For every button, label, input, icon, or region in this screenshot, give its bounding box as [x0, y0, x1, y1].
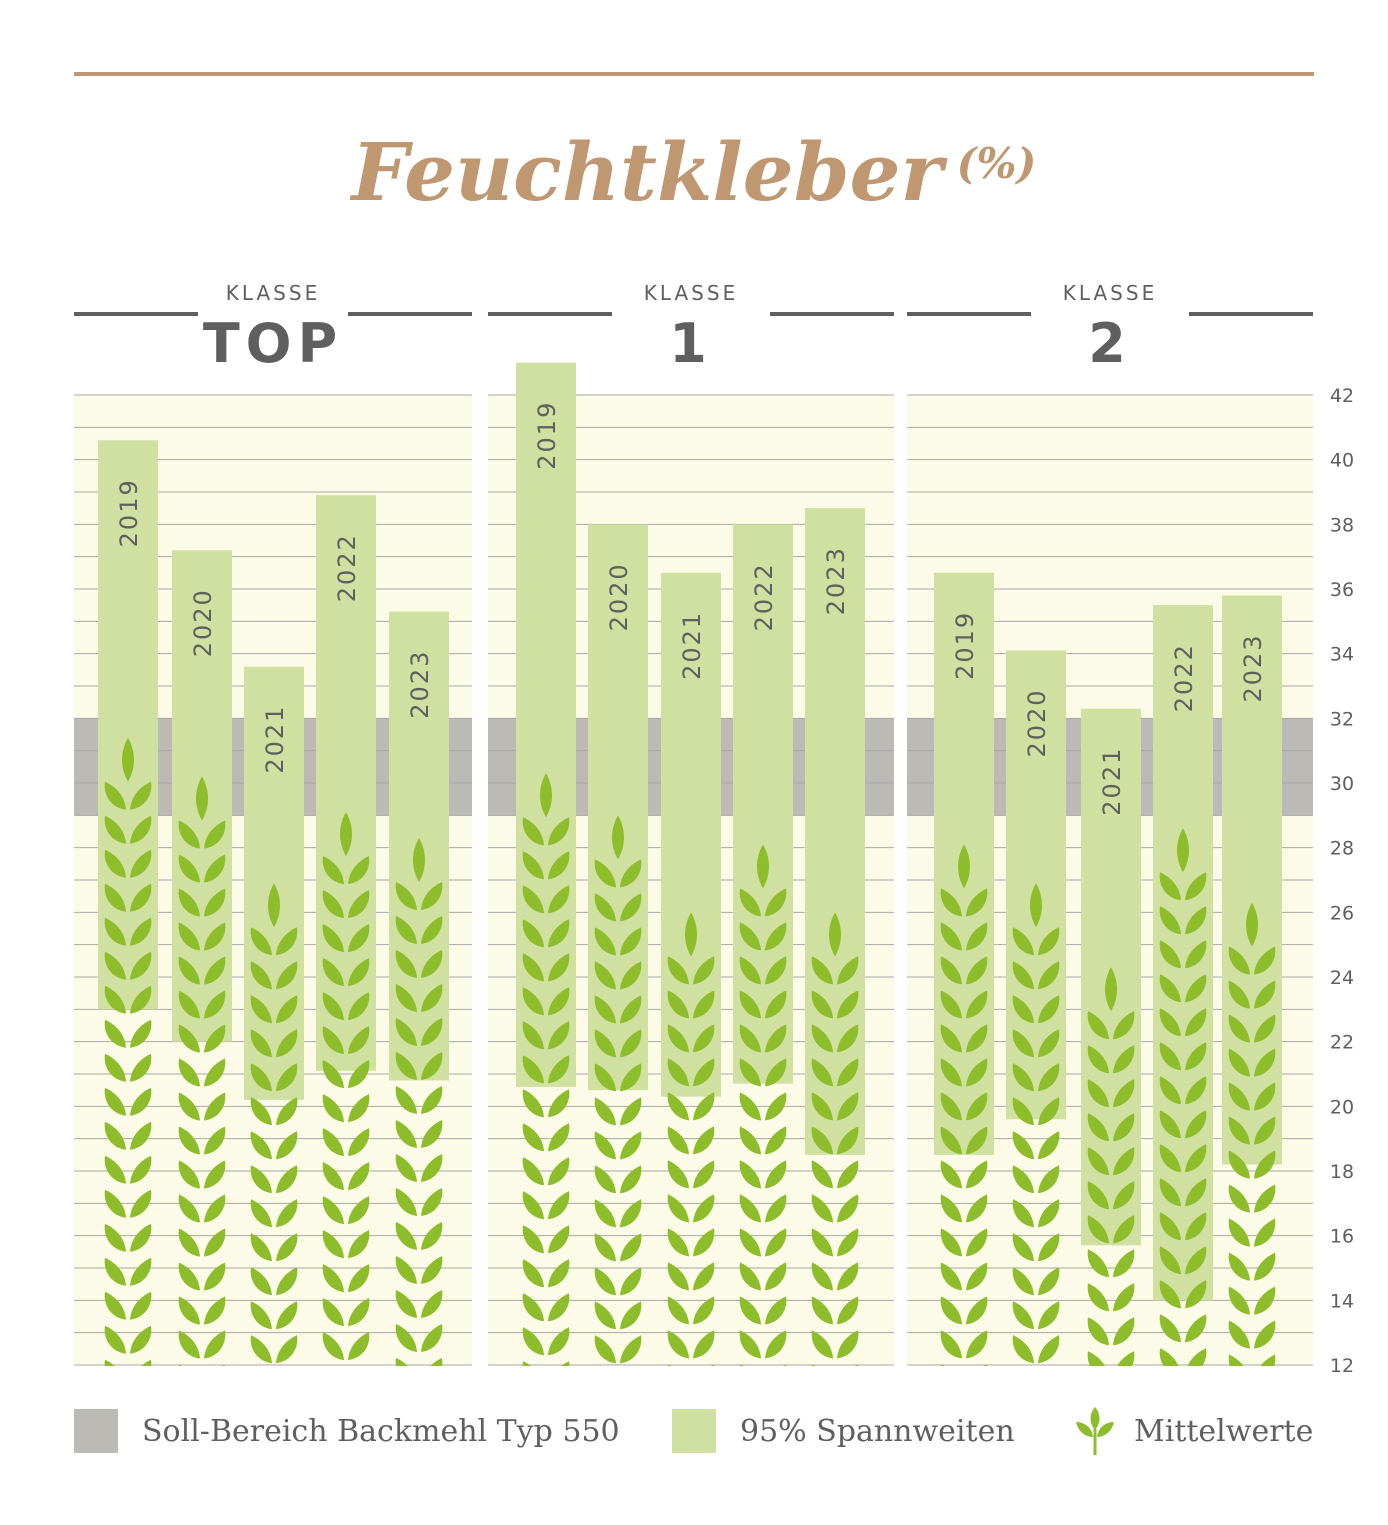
- y-tick-label-26: 26: [1330, 902, 1354, 924]
- year-label-2-2021: 2021: [1098, 747, 1126, 816]
- wheat-mean-1-2022: [739, 844, 787, 1393]
- y-tick-label-20: 20: [1330, 1096, 1354, 1118]
- range-bar-1-2021: [661, 572, 721, 1097]
- wheat-mean-TOP-2022: [322, 812, 370, 1395]
- y-tick-label-28: 28: [1330, 838, 1354, 860]
- group-rule-left-0: [74, 312, 198, 316]
- wheat-sprout-icon: [1076, 1407, 1114, 1455]
- group-rule-right-1: [770, 312, 894, 316]
- group-name-1: 1: [669, 312, 713, 375]
- wheat-mean-1-2019: [522, 773, 570, 1390]
- chart-title-unit: (%): [956, 139, 1037, 188]
- year-label-TOP-2019: 2019: [115, 478, 143, 547]
- group-prefix-0: KLASSE: [226, 281, 320, 305]
- year-label-1-2019: 2019: [533, 401, 561, 470]
- wheat-mean-1-2023: [811, 912, 859, 1393]
- year-label-1-2020: 2020: [605, 562, 633, 631]
- year-label-2-2022: 2022: [1170, 643, 1198, 712]
- range-bar-TOP-2019: [98, 440, 158, 1010]
- legend-item-mean: Mittelwerte: [1072, 1405, 1313, 1457]
- chart-title: Feuchtkleber (%): [0, 125, 1388, 219]
- year-label-TOP-2023: 2023: [406, 650, 434, 719]
- wheat-mean-TOP-2020: [178, 776, 226, 1393]
- range-bar-2-2023: [1222, 595, 1282, 1165]
- legend-swatch-soll: [74, 1409, 118, 1453]
- group-name-0: TOP: [203, 312, 343, 375]
- y-tick-label-42: 42: [1330, 385, 1354, 407]
- year-label-1-2021: 2021: [678, 611, 706, 680]
- group-prefix-1: KLASSE: [644, 281, 738, 305]
- legend: Soll-Bereich Backmehl Typ 550 95% Spannw…: [0, 1405, 1388, 1465]
- range-bar-1-2020: [588, 524, 648, 1091]
- year-label-2-2023: 2023: [1239, 633, 1267, 702]
- range-bar-1-2023: [805, 508, 865, 1155]
- legend-swatch-range: [672, 1409, 716, 1453]
- y-tick-label-32: 32: [1330, 708, 1354, 730]
- y-tick-label-36: 36: [1330, 579, 1354, 601]
- group-rule-right-0: [348, 312, 472, 316]
- year-label-TOP-2021: 2021: [261, 705, 289, 774]
- y-tick-label-22: 22: [1330, 1032, 1354, 1054]
- year-label-2-2019: 2019: [951, 611, 979, 680]
- group-rule-left-1: [488, 312, 612, 316]
- wheat-mean-2-2022: [1159, 828, 1207, 1377]
- wheat-mean-1-2021: [667, 912, 715, 1393]
- y-tick-label-16: 16: [1330, 1226, 1354, 1248]
- wheat-mean-2-2019: [940, 844, 988, 1393]
- legend-label-soll: Soll-Bereich Backmehl Typ 550: [142, 1413, 620, 1449]
- year-label-1-2022: 2022: [750, 562, 778, 631]
- group-rule-left-2: [907, 312, 1031, 316]
- wheat-mean-TOP-2023: [395, 837, 443, 1386]
- year-label-2-2020: 2020: [1023, 688, 1051, 757]
- wheat-mean-1-2020: [594, 815, 642, 1398]
- y-tick-label-12: 12: [1330, 1355, 1354, 1377]
- legend-item-soll: Soll-Bereich Backmehl Typ 550: [74, 1405, 620, 1457]
- wheat-mean-TOP-2021: [250, 883, 298, 1398]
- y-tick-label-40: 40: [1330, 450, 1354, 472]
- y-tick-label-14: 14: [1330, 1290, 1354, 1312]
- top-rule: [74, 72, 1314, 76]
- range-bar-1-2019: [516, 362, 576, 1087]
- year-label-1-2023: 2023: [822, 546, 850, 615]
- y-tick-label-18: 18: [1330, 1161, 1354, 1183]
- group-name-2: 2: [1088, 312, 1132, 375]
- year-label-TOP-2022: 2022: [333, 533, 361, 602]
- wheat-mean-TOP-2019: [104, 737, 152, 1388]
- y-tick-label-38: 38: [1330, 514, 1354, 536]
- range-bar-1-2022: [733, 524, 793, 1084]
- y-tick-label-30: 30: [1330, 773, 1354, 795]
- bottom-mask: [0, 1366, 1388, 1404]
- year-label-TOP-2020: 2020: [189, 588, 217, 657]
- group-rule-right-2: [1189, 312, 1313, 316]
- y-tick-label-34: 34: [1330, 644, 1354, 666]
- range-bar-TOP-2022: [316, 495, 376, 1071]
- chart-title-text: Feuchtkleber: [351, 125, 943, 219]
- legend-item-range: 95% Spannweiten: [672, 1405, 1015, 1457]
- wheat-mean-2-2023: [1228, 902, 1276, 1383]
- wheat-mean-2-2020: [1012, 883, 1060, 1398]
- y-tick-label-24: 24: [1330, 967, 1354, 989]
- group-prefix-2: KLASSE: [1063, 281, 1157, 305]
- legend-label-mean: Mittelwerte: [1134, 1413, 1314, 1449]
- legend-label-range: 95% Spannweiten: [740, 1413, 1015, 1449]
